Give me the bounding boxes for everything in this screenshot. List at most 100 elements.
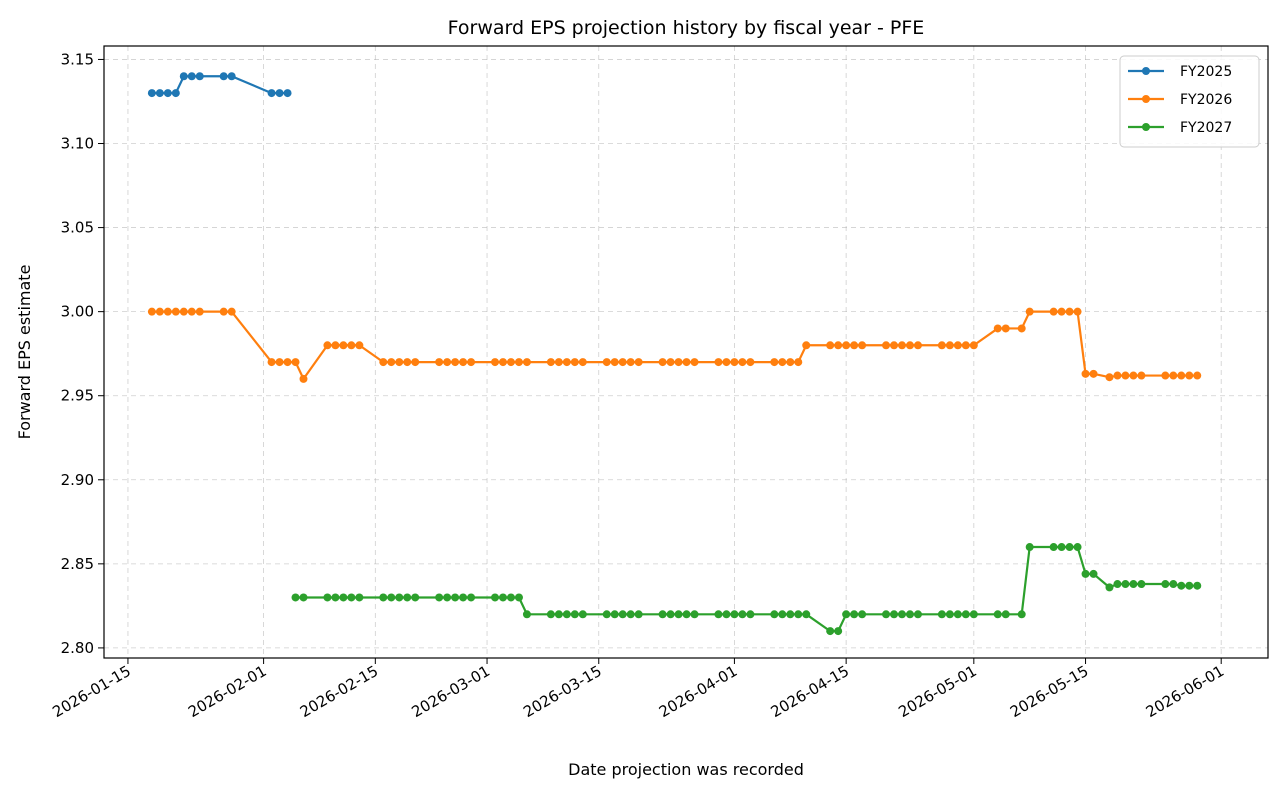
data-point	[1073, 307, 1082, 316]
data-point	[1185, 371, 1194, 380]
legend-entry-label: FY2027	[1180, 120, 1232, 136]
data-point	[459, 593, 468, 602]
data-point	[403, 593, 412, 602]
data-point	[387, 593, 396, 602]
x-tick-label: 2026-05-15	[1007, 662, 1092, 721]
data-point	[602, 610, 611, 619]
data-point	[267, 358, 276, 367]
data-point	[993, 610, 1002, 619]
data-point	[411, 358, 420, 367]
data-point	[387, 358, 396, 367]
data-point	[219, 307, 228, 316]
series-lines	[147, 72, 1202, 636]
data-point	[187, 72, 196, 81]
data-point	[331, 593, 340, 602]
data-point	[714, 358, 723, 367]
data-point	[227, 72, 236, 81]
data-point	[195, 72, 204, 81]
data-point	[746, 358, 755, 367]
data-point	[1185, 581, 1194, 590]
data-point	[546, 610, 555, 619]
x-axis-ticks: 2026-01-15 2026-02-01 2026-02-15 2026-03-01…	[49, 658, 1227, 721]
data-point	[506, 358, 515, 367]
data-point	[171, 307, 180, 316]
series-fy2027	[291, 543, 1202, 636]
data-point	[945, 341, 954, 350]
data-point	[467, 358, 476, 367]
y-tick-label: 2.90	[61, 471, 94, 489]
x-tick-label: 2026-04-15	[768, 662, 853, 721]
data-point	[953, 341, 962, 350]
data-point	[969, 610, 978, 619]
data-point	[722, 358, 731, 367]
series-line	[151, 310, 1198, 380]
data-point	[961, 341, 970, 350]
data-point	[355, 593, 364, 602]
data-point	[730, 610, 739, 619]
data-point	[882, 341, 891, 350]
x-tick-label: 2026-04-01	[656, 662, 741, 721]
data-point	[1065, 543, 1074, 552]
data-point	[1065, 307, 1074, 316]
data-point	[1169, 580, 1178, 589]
series-fy2025	[147, 72, 292, 98]
y-axis-label: Forward EPS estimate	[15, 265, 34, 440]
data-point	[299, 593, 308, 602]
x-tick-label: 2026-05-01	[895, 662, 980, 721]
data-point	[618, 610, 627, 619]
data-point	[858, 341, 867, 350]
data-point	[1105, 583, 1114, 592]
data-point	[1161, 580, 1170, 589]
data-point	[674, 610, 683, 619]
data-point	[179, 307, 188, 316]
data-point	[802, 341, 811, 350]
data-point	[275, 89, 284, 98]
data-point	[898, 610, 906, 619]
data-point	[690, 358, 699, 367]
data-point	[1025, 543, 1034, 552]
data-point	[379, 593, 388, 602]
data-point	[514, 593, 523, 602]
data-point	[339, 341, 348, 350]
data-point	[347, 593, 356, 602]
data-point	[1089, 369, 1098, 378]
data-point	[969, 341, 978, 350]
data-point	[395, 358, 404, 367]
data-point	[937, 341, 946, 350]
data-point	[674, 358, 683, 367]
data-point	[802, 610, 811, 619]
data-point	[459, 358, 468, 367]
legend-swatch-marker	[1142, 123, 1150, 131]
data-point	[794, 358, 803, 367]
data-point	[746, 610, 755, 619]
data-point	[1193, 581, 1202, 590]
x-tick-label: 2026-01-15	[49, 662, 134, 721]
data-point	[666, 358, 675, 367]
grid-lines	[104, 46, 1268, 658]
data-point	[195, 307, 204, 316]
data-point	[435, 593, 444, 602]
data-point	[834, 341, 843, 350]
y-tick-label: 3.10	[61, 135, 94, 153]
data-point	[379, 358, 388, 367]
data-point	[953, 610, 962, 619]
data-point	[283, 358, 292, 367]
data-point	[331, 341, 340, 350]
data-point	[1121, 371, 1130, 380]
data-point	[610, 610, 619, 619]
data-point	[618, 358, 627, 367]
x-tick-label: 2026-03-01	[409, 662, 494, 721]
data-point	[451, 358, 460, 367]
data-point	[1193, 371, 1202, 380]
data-point	[858, 610, 867, 619]
data-point	[499, 358, 507, 367]
data-point	[1113, 580, 1122, 589]
data-point	[578, 358, 587, 367]
data-point	[1057, 307, 1066, 316]
data-point	[905, 610, 914, 619]
data-point	[961, 610, 970, 619]
legend: FY2025 FY2026 FY2027	[1119, 55, 1260, 148]
data-point	[1089, 569, 1098, 578]
data-point	[147, 89, 156, 98]
